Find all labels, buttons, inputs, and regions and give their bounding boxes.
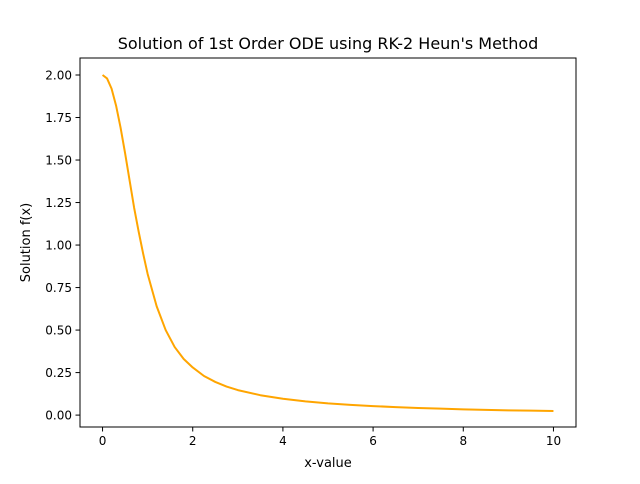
x-tick-label: 8 — [459, 434, 467, 448]
y-tick-label: 1.75 — [45, 111, 72, 125]
y-tick-label: 0.75 — [45, 281, 72, 295]
x-axis-ticks: 0 2 4 6 8 10 — [99, 427, 561, 448]
plot-area-frame — [79, 57, 577, 428]
series-layer — [101, 74, 554, 413]
x-axis-label: x-value — [304, 456, 352, 471]
y-tick-label: 2.00 — [45, 68, 72, 82]
x-tick-label: 6 — [369, 434, 377, 448]
y-tick-label: 1.25 — [45, 196, 72, 210]
y-axis-ticks: 0.00 0.25 0.50 0.75 1.00 1.25 1.50 1.75 2.00 — [45, 68, 80, 422]
x-tick-label: 10 — [546, 434, 561, 448]
y-tick-label: 0.25 — [45, 366, 72, 380]
series-line — [101, 74, 554, 413]
x-tick-label: 2 — [189, 434, 197, 448]
y-tick-label: 0.50 — [45, 323, 72, 337]
y-tick-label: 1.50 — [45, 153, 72, 167]
x-tick-label: 4 — [279, 434, 287, 448]
x-tick-label: 0 — [99, 434, 107, 448]
y-tick-label: 1.00 — [45, 238, 72, 252]
chart-title: Solution of 1st Order ODE using RK-2 Heu… — [118, 34, 539, 53]
y-tick-label: 0.00 — [45, 408, 72, 422]
y-axis-label: Solution f(x) — [19, 203, 34, 283]
